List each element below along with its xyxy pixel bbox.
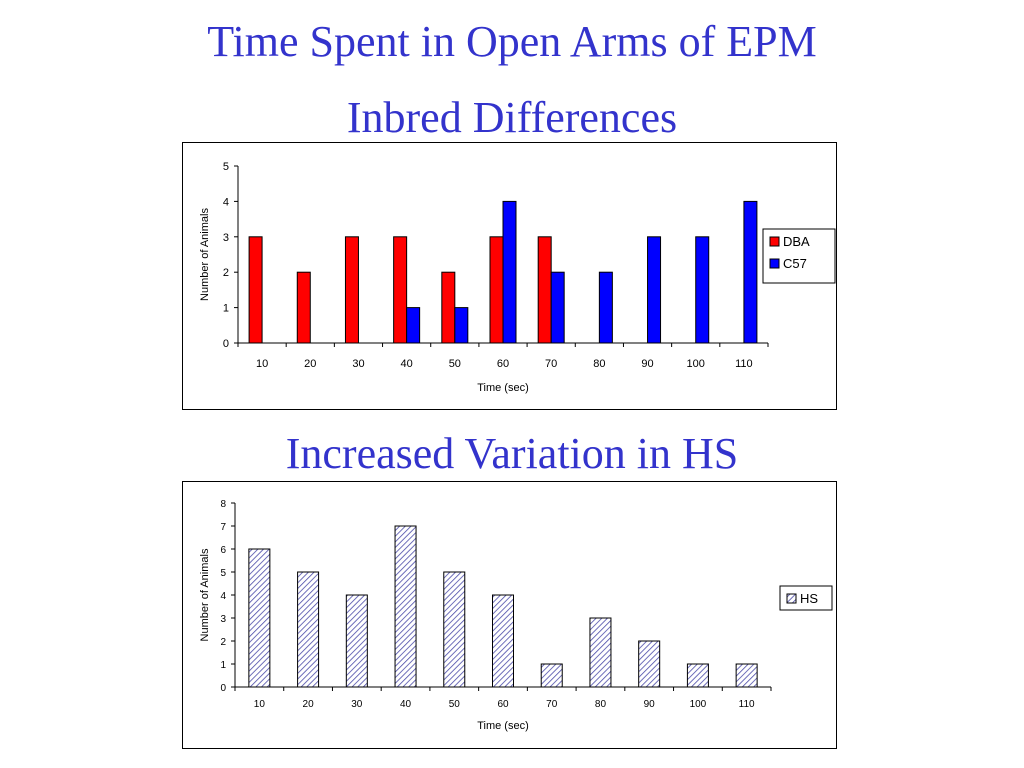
legend-swatch-c57 bbox=[769, 258, 780, 269]
y-axis-title: Number of Animals bbox=[199, 208, 211, 301]
bar-c57-60 bbox=[502, 200, 517, 344]
x-tick-label: 110 bbox=[735, 358, 753, 370]
bar-c57-40 bbox=[406, 307, 421, 344]
x-tick-label: 100 bbox=[690, 699, 707, 710]
bar-hs-80 bbox=[589, 617, 612, 688]
y-tick-label: 1 bbox=[223, 303, 229, 315]
bar-dba-70 bbox=[537, 236, 552, 344]
x-tick-label: 30 bbox=[352, 358, 364, 370]
legend-label-hs: HS bbox=[800, 591, 818, 606]
bar-c57-100 bbox=[695, 236, 710, 344]
y-tick-label: 2 bbox=[220, 637, 226, 648]
x-tick-label: 110 bbox=[739, 699, 755, 710]
y-tick-label: 3 bbox=[220, 614, 226, 625]
bar-dba-60 bbox=[489, 236, 504, 344]
x-tick-label: 30 bbox=[351, 699, 363, 710]
x-tick-label: 40 bbox=[400, 699, 412, 710]
bar-hs-50 bbox=[443, 571, 466, 688]
x-tick-label: 10 bbox=[256, 358, 268, 370]
slide-title: Time Spent in Open Arms of EPM bbox=[207, 17, 817, 66]
bar-hs-70 bbox=[540, 663, 563, 688]
bar-hs-100 bbox=[686, 663, 709, 688]
x-tick-label: 70 bbox=[545, 358, 557, 370]
bar-dba-10 bbox=[248, 236, 263, 344]
inbred-differences-heading: Inbred Differences bbox=[346, 93, 678, 142]
x-tick-label: 80 bbox=[595, 699, 607, 710]
y-tick-label: 7 bbox=[220, 522, 226, 533]
bar-hs-20 bbox=[297, 571, 320, 688]
x-tick-label: 80 bbox=[593, 358, 605, 370]
bar-dba-30 bbox=[344, 236, 359, 344]
y-tick-label: 4 bbox=[223, 196, 229, 208]
y-tick-label: 4 bbox=[220, 591, 226, 602]
bar-c57-110 bbox=[743, 200, 758, 344]
hs-chart-frame: 0 1 2 3 4 5 6 7 8 10 20 30 40 50 60 70 80 90 100 110 Time (s… bbox=[182, 481, 837, 749]
x-tick-label: 90 bbox=[641, 358, 653, 370]
x-tick-label: 60 bbox=[497, 699, 509, 710]
x-tick-label: 100 bbox=[687, 358, 705, 370]
x-tick-label: 50 bbox=[449, 358, 461, 370]
y-tick-label: 2 bbox=[223, 267, 229, 279]
x-axis-title: Time (sec) bbox=[477, 720, 529, 732]
x-tick-label: 10 bbox=[254, 699, 266, 710]
bar-c57-80 bbox=[598, 271, 613, 344]
x-tick-label: 90 bbox=[644, 699, 656, 710]
x-tick-label: 50 bbox=[449, 699, 461, 710]
y-tick-label: 8 bbox=[220, 499, 226, 510]
legend-swatch-dba bbox=[769, 236, 780, 247]
bar-hs-90 bbox=[638, 640, 661, 688]
y-tick-label: 6 bbox=[220, 545, 226, 556]
bar-hs-10 bbox=[248, 548, 271, 688]
legend-label-c57: C57 bbox=[783, 256, 807, 271]
hs-variation-heading: Increased Variation in HS bbox=[285, 429, 739, 478]
y-tick-label: 5 bbox=[223, 161, 229, 173]
y-tick-label: 0 bbox=[220, 683, 226, 694]
bar-hs-60 bbox=[492, 594, 514, 688]
bar-c57-50 bbox=[454, 307, 469, 344]
bar-hs-110 bbox=[735, 663, 758, 688]
y-tick-label: 1 bbox=[220, 660, 226, 671]
hs-variation-chart: 0 1 2 3 4 5 6 7 8 10 20 30 40 50 60 70 80 90 100 110 Time (s… bbox=[199, 499, 833, 732]
bar-dba-50 bbox=[441, 271, 456, 344]
legend-swatch-hs bbox=[786, 593, 797, 604]
inbred-chart-frame: 0 1 2 3 4 5 10 20 30 40 50 60 70 80 90 100 110 Time (sec)… bbox=[182, 142, 837, 410]
y-tick-label: 3 bbox=[223, 232, 229, 244]
y-tick-label: 5 bbox=[220, 568, 226, 579]
bar-c57-90 bbox=[647, 236, 662, 344]
y-axis-title: Number of Animals bbox=[199, 548, 211, 641]
bar-hs-40 bbox=[394, 525, 417, 688]
y-tick-label: 0 bbox=[223, 338, 229, 350]
legend: HS bbox=[779, 585, 833, 611]
bar-hs-30 bbox=[345, 594, 368, 688]
x-axis-title: Time (sec) bbox=[477, 382, 529, 394]
inbred-differences-chart: 0 1 2 3 4 5 10 20 30 40 50 60 70 80 90 100 110 Time (sec)… bbox=[199, 161, 836, 394]
bar-dba-20 bbox=[296, 271, 311, 344]
x-tick-label: 40 bbox=[401, 358, 413, 370]
x-tick-label: 20 bbox=[304, 358, 316, 370]
legend: DBA C57 bbox=[762, 228, 836, 284]
legend-label-dba: DBA bbox=[783, 234, 810, 249]
x-tick-label: 60 bbox=[497, 358, 509, 370]
bar-c57-70 bbox=[550, 271, 565, 344]
bar-dba-40 bbox=[393, 236, 408, 344]
x-tick-label: 70 bbox=[546, 699, 558, 710]
x-tick-label: 20 bbox=[303, 699, 315, 710]
